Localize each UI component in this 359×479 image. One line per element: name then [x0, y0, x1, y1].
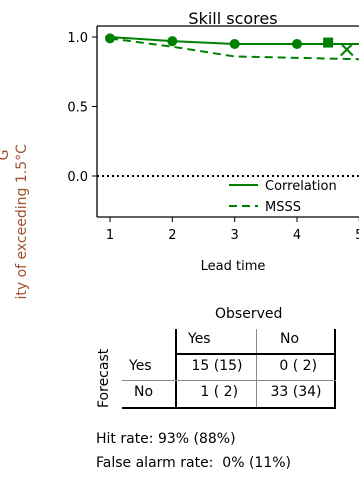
x-tick-label-5: 5 — [355, 228, 359, 243]
cell-yes-no: 0 ( 2) — [274, 358, 318, 374]
chart-title: Skill scores — [188, 9, 277, 28]
row-label-no: No — [134, 384, 154, 400]
table-side-label-forecast: Forecast — [96, 348, 112, 408]
table-line-h3 — [122, 407, 336, 409]
x-tick-label-2: 2 — [168, 228, 176, 243]
col-label-no: No — [280, 331, 300, 347]
table-line-v2 — [334, 329, 336, 409]
y-axis-label: Probability of exceeding 1.5°C — [14, 144, 30, 300]
marker-circle-2 — [167, 36, 178, 47]
y-tick-label-0.5: 0.5 — [67, 101, 88, 116]
x-tick-label-1: 1 — [106, 228, 114, 243]
cell-no-yes: 1 ( 2) — [195, 384, 239, 400]
series-line-2 — [109, 37, 359, 61]
marker-circle-4 — [291, 38, 302, 49]
row-label-yes: Yes — [129, 358, 152, 374]
skill-scores-chart: 1 2 3 4 5 0.0 0.5 1.0 Skill scores Lead time Proba… — [0, 9, 359, 300]
hit-rate-text: Hit rate: 93% (88%) — [96, 431, 236, 447]
table-line-h1 — [175, 353, 336, 355]
table-header-observed: Observed — [215, 306, 283, 322]
x-axis-label: Lead time — [201, 259, 266, 274]
marker-x-6 — [340, 42, 354, 57]
partial-label: G — [0, 150, 12, 161]
plot-layer: 1 2 3 4 5 0.0 0.5 1.0 Skill scores Lead time Proba… — [0, 9, 359, 300]
table-line-hmid — [122, 380, 336, 381]
false-alarm-rate-text: False alarm rate: 0% (11%) — [96, 455, 291, 471]
legend-label-msss: MSSS — [265, 200, 301, 215]
cell-no-no: 33 (34) — [270, 384, 322, 400]
y-tick-label-0.0: 0.0 — [67, 170, 88, 185]
table-line-v1 — [175, 329, 177, 409]
col-label-yes: Yes — [188, 331, 211, 347]
cell-yes-yes: 15 (15) — [191, 358, 243, 374]
plot-area — [97, 33, 359, 177]
x-tick-label-4: 4 — [293, 228, 301, 243]
table-line-vmid — [256, 329, 257, 409]
y-tick-label-1.0: 1.0 — [67, 31, 88, 46]
x-tick-label-3: 3 — [231, 228, 239, 243]
marker-circle-1 — [105, 33, 115, 44]
marker-circle-3 — [229, 38, 240, 49]
marker-square-5 — [323, 37, 334, 48]
legend-label-correlation: Correlation — [265, 179, 337, 194]
